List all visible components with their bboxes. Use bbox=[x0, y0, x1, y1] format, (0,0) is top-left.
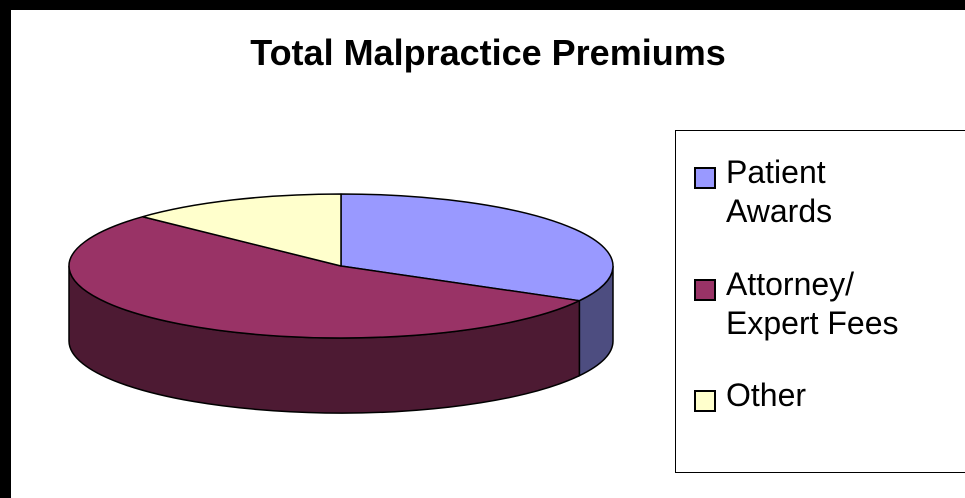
pie-slice-patient-awards bbox=[340, 193, 614, 302]
legend-swatch-other bbox=[694, 390, 716, 412]
pie-chart bbox=[68, 193, 614, 414]
legend-swatch-patient-awards bbox=[694, 167, 716, 189]
legend-label-patient-awards: Patient Awards bbox=[726, 154, 833, 229]
pie-slice-attorney-expert-fees bbox=[68, 215, 581, 339]
legend-label-other: Other bbox=[726, 377, 807, 413]
legend-swatch-attorney-expert-fees bbox=[694, 279, 716, 301]
legend-item-other: Other bbox=[694, 376, 806, 415]
legend-item-patient-awards: Patient Awards bbox=[694, 153, 832, 231]
chart-area: Total Malpractice Premiums Patient Award… bbox=[11, 10, 965, 498]
legend-item-attorney-expert-fees: Attorney/ Expert Fees bbox=[694, 265, 899, 343]
legend-label-attorney-expert-fees: Attorney/ Expert Fees bbox=[726, 266, 899, 341]
legend: Patient Awards Attorney/ Expert Fees Oth… bbox=[675, 130, 965, 473]
pie-top-group bbox=[68, 193, 614, 339]
pie-slice-other bbox=[141, 193, 342, 267]
chart-title: Total Malpractice Premiums bbox=[250, 32, 726, 73]
